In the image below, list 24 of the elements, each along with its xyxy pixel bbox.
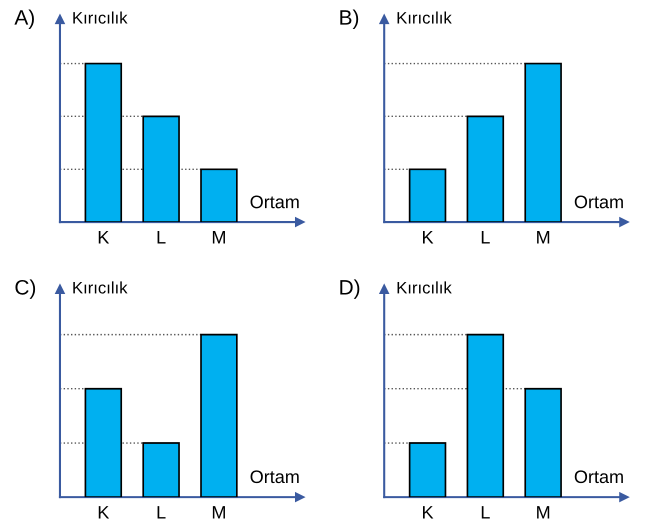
x-axis-title: Ortam <box>250 470 299 484</box>
y-axis-title: Kırıcılık <box>73 11 128 24</box>
x-tick-label: M <box>212 231 225 244</box>
x-axis-title: Ortam <box>574 470 623 484</box>
chart-title: A) <box>14 10 34 29</box>
x-axis-title: Ortam <box>250 196 299 208</box>
x-tick-label: M <box>537 231 550 244</box>
chart-title: B) <box>340 10 358 29</box>
y-axis-title: Kırıcılık <box>398 11 452 24</box>
x-tick-label: K <box>98 506 110 519</box>
x-axis-title: Ortam <box>574 196 623 208</box>
chart-title: D) <box>340 279 360 299</box>
y-axis-title: Kırıcılık <box>73 281 128 294</box>
x-tick-label: L <box>158 506 166 519</box>
x-tick-label: L <box>158 231 166 244</box>
x-tick-label: K <box>423 506 434 519</box>
x-tick-label: K <box>98 231 110 244</box>
x-tick-label: K <box>423 231 434 244</box>
x-tick-label: L <box>482 231 490 244</box>
chart-title: C) <box>15 279 36 299</box>
x-tick-label: L <box>482 506 490 519</box>
y-axis-title: Kırıcılık <box>398 281 452 294</box>
x-tick-label: M <box>537 506 550 519</box>
x-tick-label: M <box>212 506 225 519</box>
